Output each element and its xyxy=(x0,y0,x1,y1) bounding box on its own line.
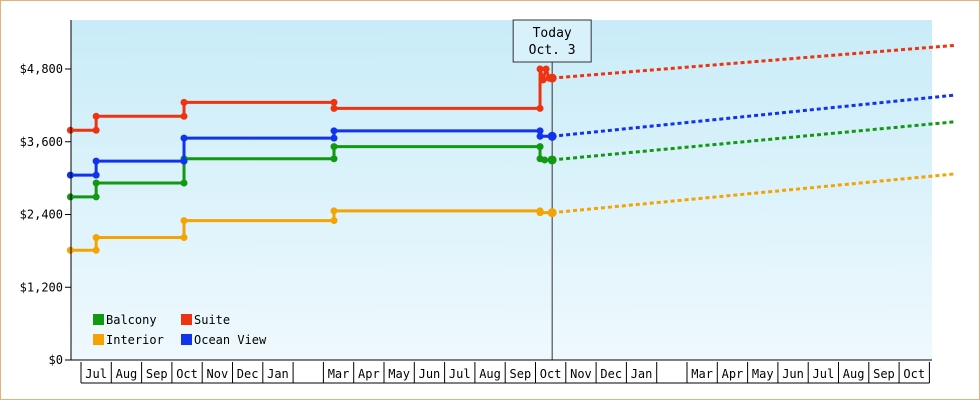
series-projection-suite xyxy=(552,43,956,80)
today-date-label: Oct. 3 xyxy=(529,43,576,58)
data-point xyxy=(66,246,74,254)
data-point xyxy=(330,134,338,142)
legend-label: Balcony xyxy=(106,313,157,327)
x-tick-label: Apr xyxy=(358,367,380,381)
x-tick-label: Dec xyxy=(237,367,259,381)
data-point xyxy=(92,246,100,254)
x-tick-label: Mar xyxy=(691,367,713,381)
data-point xyxy=(66,193,74,201)
x-tick-label: Jun xyxy=(419,367,441,381)
x-tick-label: Jan xyxy=(631,367,653,381)
x-tick-label: Nov xyxy=(570,367,592,381)
x-tick-label: Aug xyxy=(116,367,138,381)
data-point xyxy=(330,143,338,151)
data-point xyxy=(536,143,544,151)
data-point xyxy=(547,208,557,218)
x-tick-label: Sep xyxy=(510,367,532,381)
data-point xyxy=(536,209,544,217)
x-tick-label: Oct xyxy=(903,367,925,381)
today-label: Today xyxy=(533,26,572,41)
data-point xyxy=(92,112,100,120)
data-point xyxy=(330,217,338,225)
data-point xyxy=(66,126,74,134)
x-tick-label: May xyxy=(752,367,774,381)
data-point xyxy=(180,157,188,165)
data-point xyxy=(180,112,188,120)
legend-label: Suite xyxy=(194,313,230,327)
data-point xyxy=(92,126,100,134)
x-tick-label: Jan xyxy=(267,367,289,381)
data-point xyxy=(92,234,100,242)
x-tick-label: Sep xyxy=(146,367,168,381)
data-point xyxy=(330,127,338,135)
x-tick-label: Jul xyxy=(85,367,107,381)
x-tick-label: May xyxy=(388,367,410,381)
data-point xyxy=(536,104,544,112)
data-point xyxy=(180,217,188,225)
data-point xyxy=(539,76,547,84)
x-tick-label: Jul xyxy=(449,367,471,381)
data-point xyxy=(180,179,188,187)
legend-swatch xyxy=(93,314,104,325)
x-tick-label: Oct xyxy=(176,367,198,381)
data-point xyxy=(536,65,544,73)
x-tick-label: Aug xyxy=(479,367,501,381)
x-tick-label: Mar xyxy=(328,367,350,381)
data-point xyxy=(92,193,100,201)
data-point xyxy=(330,155,338,163)
data-point xyxy=(180,234,188,242)
x-tick-label: Jun xyxy=(782,367,804,381)
x-tick-label: Jul xyxy=(813,367,835,381)
data-point xyxy=(541,156,549,164)
x-tick-label: Dec xyxy=(600,367,622,381)
data-point xyxy=(547,73,557,83)
data-point xyxy=(547,131,557,141)
data-point xyxy=(92,157,100,165)
y-tick-label: $0 xyxy=(49,353,63,367)
data-point xyxy=(330,98,338,106)
x-tick-label: Nov xyxy=(207,367,229,381)
series-projection-interior xyxy=(552,172,956,215)
data-point xyxy=(536,127,544,135)
y-tick-label: $2,400 xyxy=(20,208,63,222)
today-box xyxy=(512,19,592,63)
legend-label: Ocean View xyxy=(194,333,267,347)
data-point xyxy=(92,171,100,179)
data-point xyxy=(180,134,188,142)
y-tick-label: $1,200 xyxy=(20,280,63,294)
data-point xyxy=(536,132,544,140)
data-point xyxy=(92,179,100,187)
plot-area xyxy=(71,20,932,360)
data-point xyxy=(547,155,557,165)
series-projection-balcony xyxy=(552,120,956,162)
y-tick-label: $3,600 xyxy=(20,135,63,149)
data-point xyxy=(66,171,74,179)
legend-swatch xyxy=(181,314,192,325)
data-point xyxy=(330,104,338,112)
x-tick-label: Sep xyxy=(873,367,895,381)
series-projection-ocean-view xyxy=(552,93,956,138)
data-point xyxy=(330,207,338,215)
x-tick-label: Oct xyxy=(540,367,562,381)
y-tick-label: $4,800 xyxy=(20,62,63,76)
legend-swatch xyxy=(93,334,104,345)
x-tick-label: Apr xyxy=(722,367,744,381)
legend-swatch xyxy=(181,334,192,345)
legend-label: Interior xyxy=(106,333,164,347)
data-point xyxy=(542,65,550,73)
x-tick-label: Aug xyxy=(843,367,865,381)
data-point xyxy=(180,98,188,106)
